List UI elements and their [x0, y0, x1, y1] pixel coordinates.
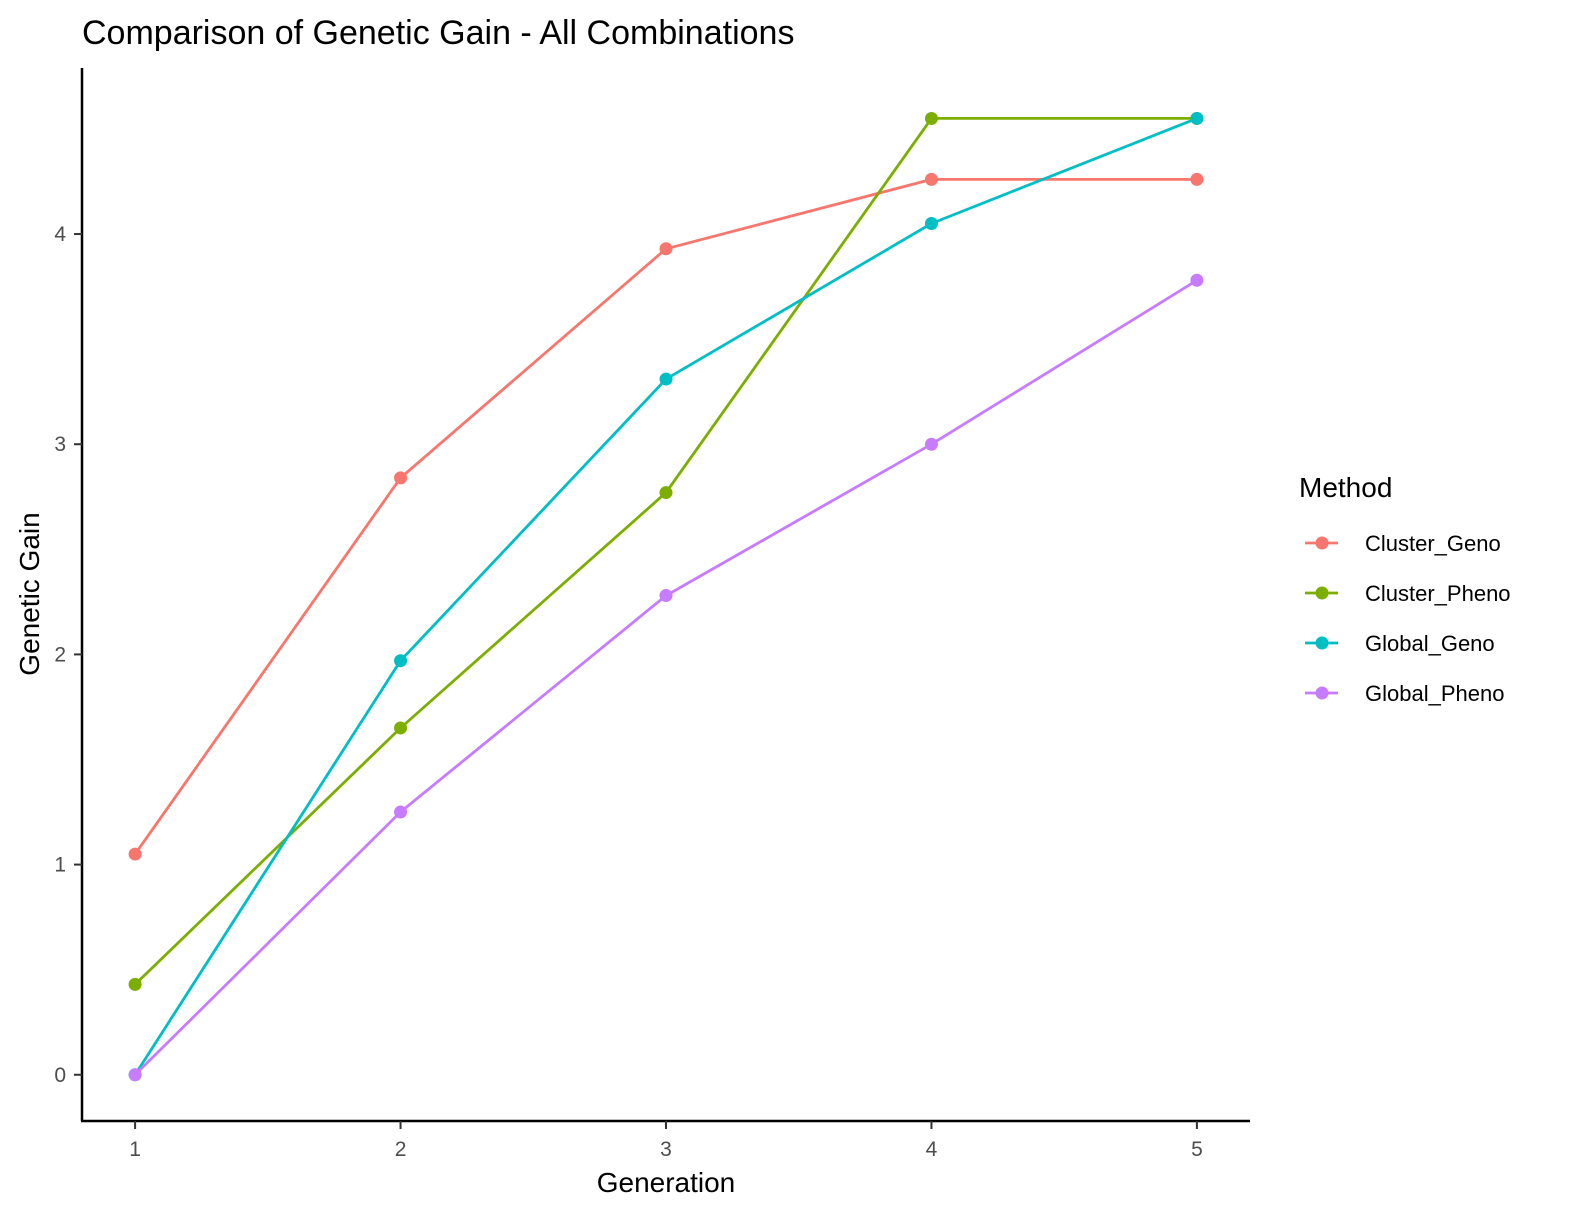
data-point-cluster-geno [659, 242, 673, 256]
x-axis-title: Generation [597, 1167, 736, 1198]
legend-label: Global_Geno [1365, 631, 1495, 656]
data-point-cluster-geno [924, 172, 938, 186]
data-point-global-geno [1190, 111, 1204, 125]
chart-title: Comparison of Genetic Gain - All Combina… [82, 14, 794, 52]
data-point-global-pheno [659, 589, 673, 603]
x-tick-label: 3 [660, 1138, 672, 1161]
series-line-global-pheno [133, 278, 1199, 1077]
data-point-global-pheno [394, 805, 408, 819]
data-point-cluster-pheno [394, 721, 408, 735]
data-point-global-pheno [924, 437, 938, 451]
y-tick-label: 4 [54, 223, 66, 246]
legend-key-point [1315, 586, 1329, 600]
legend-title: Method [1299, 472, 1392, 503]
data-point-cluster-geno [1190, 172, 1204, 186]
legend-item-cluster-geno: Cluster_Geno [1305, 531, 1501, 556]
legend-item-cluster-pheno: Cluster_Pheno [1305, 581, 1511, 606]
legend-key-point [1315, 536, 1329, 550]
legend-label: Cluster_Pheno [1365, 581, 1511, 606]
y-tick-label: 1 [54, 854, 66, 877]
legend-key-point [1315, 636, 1329, 650]
data-point-global-pheno [1190, 273, 1204, 287]
legend: Method Cluster_Geno Cluster_Pheno Global_G… [1299, 472, 1511, 706]
data-point-global-geno [659, 372, 673, 386]
data-point-global-geno [394, 654, 408, 668]
x-ticks: 1 2 3 4 5 [129, 1121, 1203, 1161]
data-point-global-geno [924, 217, 938, 231]
data-point-global-pheno [128, 1068, 142, 1082]
y-axis-title: Genetic Gain [14, 512, 45, 675]
legend-item-global-pheno: Global_Pheno [1305, 681, 1504, 706]
legend-item-global-geno: Global_Geno [1305, 631, 1495, 656]
legend-label: Cluster_Geno [1365, 531, 1501, 556]
data-point-cluster-pheno [659, 486, 673, 500]
x-tick-label: 2 [395, 1138, 407, 1161]
legend-items: Cluster_Geno Cluster_Pheno Global_Geno Glob… [1305, 531, 1511, 706]
series-cluster-geno [128, 172, 1204, 861]
data-point-cluster-pheno [128, 977, 142, 991]
x-tick-label: 5 [1191, 1138, 1203, 1161]
legend-label: Global_Pheno [1365, 681, 1504, 706]
legend-key-point [1315, 686, 1329, 700]
y-tick-label: 0 [54, 1064, 66, 1087]
data-point-cluster-geno [394, 471, 408, 485]
series-layer [128, 111, 1204, 1082]
series-global-pheno [128, 273, 1204, 1082]
data-point-cluster-pheno [924, 111, 938, 125]
x-tick-label: 1 [129, 1138, 141, 1161]
data-point-cluster-geno [128, 847, 142, 861]
series-line-cluster-geno [133, 177, 1199, 856]
y-ticks: 0 1 2 3 4 [54, 223, 82, 1087]
y-tick-label: 2 [54, 643, 66, 666]
x-tick-label: 4 [926, 1138, 938, 1161]
y-tick-label: 3 [54, 433, 66, 456]
